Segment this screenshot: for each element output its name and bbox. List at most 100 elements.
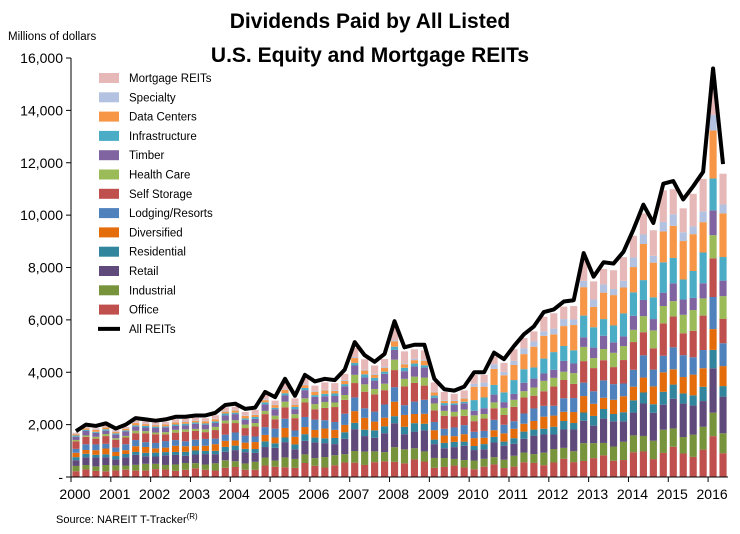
- bar-segment-lodging-resorts-2007Q4: [380, 404, 389, 418]
- bar-segment-timber-2003Q4: [221, 415, 229, 421]
- bar-segment-mortgage-reits-2004Q4: [261, 394, 269, 400]
- legend-label-diversified: Diversified: [129, 227, 183, 239]
- bar-segment-health-care-2004Q3: [251, 423, 259, 427]
- bar-segment-mortgage-reits-2012Q1: [550, 313, 558, 329]
- bar-segment-lodging-resorts-2002Q2: [161, 441, 170, 448]
- bar-segment-infrastructure-2004Q3: [251, 417, 259, 419]
- bar-segment-lodging-resorts-2013Q4: [619, 383, 628, 397]
- bar-segment-specialty-2009Q4: [460, 397, 468, 399]
- bar-segment-lodging-resorts-2001Q2: [122, 444, 130, 451]
- bar-segment-office-2010Q2: [480, 466, 488, 477]
- bar-segment-infrastructure-2005Q3: [291, 406, 299, 410]
- bar-segment-retail-2003Q1: [191, 454, 200, 464]
- bar-segment-timber-2000Q2: [82, 430, 90, 436]
- bar-segment-residential-2009Q2: [440, 442, 448, 449]
- bar-segment-health-care-2001Q3: [132, 430, 140, 434]
- bar-segment-health-care-2009Q3: [450, 411, 458, 417]
- bar-segment-mortgage-reits-2003Q4: [221, 407, 229, 411]
- bar-segment-diversified-2005Q2: [281, 427, 289, 438]
- bar-segment-data-centers-2014Q4: [659, 231, 667, 263]
- bar-segment-industrial-2008Q3: [410, 448, 419, 460]
- bar-segment-mortgage-reits-2013Q1: [590, 281, 598, 300]
- bar-segment-industrial-2004Q3: [251, 461, 259, 470]
- bar-segment-specialty-2004Q3: [251, 414, 259, 415]
- bar-segment-lodging-resorts-2004Q4: [261, 427, 269, 435]
- bar-segment-residential-2002Q2: [161, 452, 170, 456]
- bar-segment-mortgage-reits-2012Q3: [570, 306, 578, 320]
- legend-swatch-residential: [99, 246, 119, 257]
- bar-segment-mortgage-reits-2002Q4: [181, 418, 190, 422]
- bar-segment-health-care-2002Q1: [152, 432, 160, 435]
- bar-segment-infrastructure-2001Q3: [132, 425, 140, 427]
- bar-segment-office-2015Q4: [699, 449, 707, 477]
- bar-segment-health-care-2007Q1: [351, 374, 359, 384]
- bar-segment-diversified-2008Q2: [400, 414, 409, 427]
- bar-segment-specialty-2006Q4: [341, 379, 349, 381]
- x-tick-label-2011: 2011: [498, 486, 528, 502]
- bar-segment-residential-2007Q1: [351, 422, 359, 430]
- bar-segment-retail-2002Q2: [161, 455, 170, 465]
- bar-segment-self-storage-2003Q4: [221, 423, 229, 435]
- bar-segment-residential-2005Q3: [291, 444, 299, 450]
- bar-segment-infrastructure-2015Q1: [669, 257, 677, 284]
- bar-segment-self-storage-2008Q2: [400, 386, 409, 406]
- bar-segment-specialty-2011Q4: [540, 331, 548, 336]
- bar-segment-data-centers-2003Q1: [191, 420, 200, 423]
- bar-segment-infrastructure-2009Q1: [430, 395, 438, 398]
- bar-segment-office-2009Q2: [440, 466, 448, 477]
- bar-segment-data-centers-2015Q2: [679, 241, 687, 280]
- bar-segment-industrial-2008Q1: [390, 447, 399, 462]
- bar-segment-specialty-2014Q3: [649, 255, 657, 263]
- bar-segment-self-storage-2004Q3: [251, 426, 259, 437]
- bar-segment-office-2001Q1: [112, 470, 120, 477]
- bar-segment-health-care-2016Q2: [719, 296, 727, 319]
- bar-segment-industrial-2001Q4: [142, 463, 150, 471]
- bar-segment-timber-2013Q3: [609, 342, 618, 353]
- bar-segment-diversified-2007Q4: [380, 417, 389, 427]
- bar-segment-mortgage-reits-2007Q2: [361, 359, 369, 370]
- bar-segment-mortgage-reits-2006Q1: [311, 385, 319, 391]
- bar-segment-specialty-2014Q1: [629, 257, 638, 268]
- bar-segment-office-2008Q3: [410, 459, 419, 477]
- bar-segment-specialty-2013Q4: [619, 280, 628, 288]
- bar-segment-diversified-2013Q2: [599, 397, 608, 409]
- bar-segment-residential-2012Q3: [570, 423, 578, 430]
- bar-segment-specialty-2008Q3: [410, 358, 419, 361]
- bar-segment-lodging-resorts-2002Q3: [171, 440, 180, 446]
- bar-segment-data-centers-2002Q4: [181, 422, 190, 424]
- bar-segment-retail-2012Q1: [550, 434, 558, 450]
- bar-segment-specialty-2010Q1: [470, 383, 478, 387]
- bar-segment-specialty-2005Q4: [301, 384, 309, 386]
- bar-segment-residential-2006Q4: [341, 432, 349, 439]
- bar-segment-specialty-2009Q2: [440, 400, 448, 401]
- bar-segment-diversified-2013Q1: [590, 403, 598, 416]
- legend-label-data-centers: Data Centers: [129, 112, 197, 124]
- bar-segment-residential-2006Q3: [331, 437, 339, 445]
- bar-segment-timber-2000Q4: [102, 430, 110, 435]
- bar-segment-residential-2010Q1: [470, 445, 478, 451]
- bar-segment-residential-2004Q1: [231, 445, 239, 451]
- bar-segment-residential-2004Q2: [241, 448, 249, 453]
- bar-segment-diversified-2006Q4: [341, 424, 349, 433]
- bar-segment-mortgage-reits-2002Q2: [161, 421, 170, 424]
- bar-segment-industrial-2013Q4: [619, 441, 628, 461]
- bar-segment-health-care-2001Q4: [142, 431, 150, 434]
- bar-segment-office-2003Q1: [191, 468, 200, 477]
- bar-segment-industrial-2012Q3: [570, 451, 578, 463]
- bar-segment-diversified-2010Q2: [480, 437, 488, 445]
- legend-swatch-self-storage: [99, 188, 119, 199]
- bar-segment-retail-2004Q3: [251, 452, 259, 462]
- bar-segment-industrial-2009Q4: [460, 460, 468, 468]
- bar-segment-health-care-2009Q4: [460, 409, 468, 416]
- bar-segment-timber-2015Q4: [699, 283, 707, 299]
- bar-segment-lodging-resorts-2015Q1: [669, 347, 677, 370]
- bar-segment-residential-2016Q1: [709, 349, 717, 369]
- bar-segment-residential-2002Q1: [152, 452, 160, 457]
- bar-segment-self-storage-2004Q2: [241, 428, 249, 436]
- bar-segment-diversified-2002Q4: [181, 446, 190, 452]
- bar-segment-lodging-resorts-2016Q1: [709, 297, 717, 330]
- bar-segment-residential-2001Q4: [142, 452, 150, 457]
- bar-segment-health-care-2015Q4: [699, 298, 707, 316]
- bar-segment-office-2000Q1: [72, 471, 80, 477]
- bar-segment-infrastructure-2001Q4: [142, 425, 150, 428]
